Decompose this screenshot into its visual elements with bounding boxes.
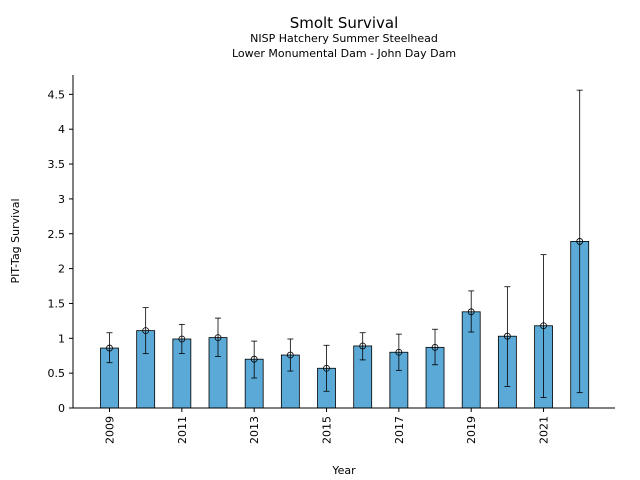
y-tick-label: 3.5: [48, 158, 66, 171]
point-2018: [431, 343, 439, 351]
y-tick-label: 4: [58, 123, 65, 136]
point-2012: [214, 334, 222, 342]
chart-subtitle-line-1: NISP Hatchery Summer Steelhead: [250, 32, 438, 45]
chart-subtitle-line-2: Lower Monumental Dam - John Day Dam: [232, 47, 456, 60]
point-2014: [286, 351, 294, 359]
point-2010: [142, 327, 150, 335]
y-tick-label: 2.5: [48, 228, 66, 241]
point-2013: [250, 355, 258, 363]
y-tick-label: 1.5: [48, 297, 66, 310]
y-tick-label: 4.5: [48, 88, 66, 101]
point-2019: [467, 308, 475, 316]
y-tick-label: 0: [58, 402, 65, 415]
y-tick-label: 2: [58, 263, 65, 276]
chart-title: Smolt Survival: [290, 14, 399, 32]
y-tick-label: 0.5: [48, 367, 66, 380]
x-tick-label: 2017: [393, 416, 406, 444]
point-2015: [323, 364, 330, 372]
x-tick-label: 2011: [176, 416, 189, 444]
x-axis-label: Year: [331, 464, 356, 477]
y-tick-label: 1: [58, 332, 65, 345]
point-2011: [178, 335, 186, 343]
x-tick-label: 2021: [538, 416, 551, 444]
x-tick-label: 2013: [248, 416, 261, 444]
point-2017: [395, 348, 403, 356]
x-tick-label: 2009: [104, 416, 117, 444]
point-2016: [359, 342, 367, 350]
x-tick-label: 2019: [465, 416, 478, 444]
point-2021: [540, 322, 547, 330]
x-tick-label: 2015: [321, 416, 334, 444]
y-tick-label: 3: [58, 193, 65, 206]
plot-area: [100, 89, 590, 409]
y-axis-label: PIT-Tag Survival: [9, 198, 22, 283]
point-2009: [106, 344, 113, 352]
point-2022: [576, 238, 584, 245]
point-2020: [503, 332, 511, 340]
